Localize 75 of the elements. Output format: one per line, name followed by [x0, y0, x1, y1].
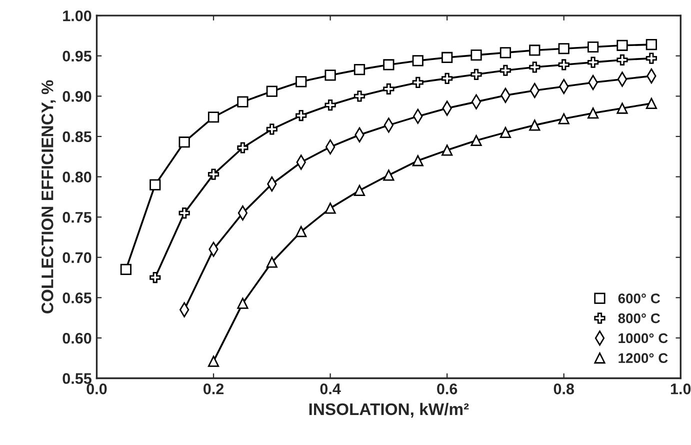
point: [324, 202, 336, 214]
point: [470, 134, 482, 146]
point: [646, 39, 657, 50]
point: [354, 184, 366, 196]
point: [558, 59, 570, 70]
x-tick-label: 1.0: [670, 384, 691, 394]
point: [442, 52, 453, 64]
point: [266, 86, 278, 97]
point: [324, 70, 336, 81]
point: [120, 264, 132, 276]
point: [383, 59, 394, 70]
point: [646, 98, 657, 109]
point: [500, 64, 512, 76]
point: [646, 52, 657, 64]
point: [150, 179, 161, 190]
point: [529, 44, 540, 56]
legend-label: 600° C: [618, 293, 660, 304]
point: [354, 90, 366, 102]
point: [412, 155, 424, 166]
x-tick-label: 0.4: [320, 384, 341, 394]
y-tick-label: 0.85: [62, 131, 92, 142]
legend-label: 1200° C: [618, 353, 668, 364]
point: [587, 56, 599, 68]
point: [237, 142, 248, 154]
point: [208, 356, 220, 367]
y-tick-label: 1.00: [63, 10, 92, 22]
y-tick-label: 0.55: [62, 373, 92, 384]
point: [383, 83, 394, 94]
point: [558, 113, 570, 124]
point: [178, 136, 190, 148]
y-tick-label: 0.90: [62, 91, 92, 102]
point: [412, 55, 424, 66]
x-tick-label: 0.0: [86, 384, 107, 394]
point: [208, 168, 220, 180]
point: [150, 272, 161, 284]
point: [383, 170, 394, 181]
point: [558, 43, 570, 54]
point: [616, 54, 628, 66]
y-tick-label: 0.75: [62, 212, 92, 223]
y-tick-label: 0.70: [62, 252, 92, 264]
point: [442, 144, 453, 156]
legend-label: 1000° C: [618, 333, 668, 344]
y-tick-label: 0.95: [62, 50, 92, 62]
point: [500, 47, 512, 58]
point: [587, 41, 599, 53]
point: [324, 99, 336, 111]
y-axis-title: COLLECTION EFFICIENCY, %: [41, 80, 56, 314]
point: [412, 76, 424, 88]
y-tick-label: 0.65: [62, 292, 92, 304]
y-tick-label: 0.60: [62, 332, 92, 344]
point: [208, 112, 220, 123]
point: [616, 102, 628, 114]
point: [178, 207, 190, 219]
point: [237, 298, 248, 309]
x-tick-label: 0.2: [204, 384, 224, 394]
point: [470, 68, 482, 80]
y-tick-label: 0.80: [62, 172, 92, 182]
point: [296, 76, 307, 88]
point: [354, 64, 366, 76]
legend-label: 800° C: [618, 313, 660, 324]
point: [266, 124, 278, 135]
point: [529, 120, 540, 131]
point: [237, 96, 248, 108]
point: [529, 62, 540, 73]
point: [442, 72, 453, 84]
x-tick-label: 0.6: [437, 384, 458, 394]
point: [587, 108, 599, 119]
point: [266, 256, 278, 268]
x-tick-label: 0.8: [554, 384, 574, 394]
point: [616, 40, 628, 51]
x-axis-title: INSOLATION, kW/m²: [309, 402, 469, 418]
point: [500, 126, 512, 138]
point: [470, 50, 482, 61]
point: [296, 110, 307, 122]
point: [296, 226, 307, 238]
